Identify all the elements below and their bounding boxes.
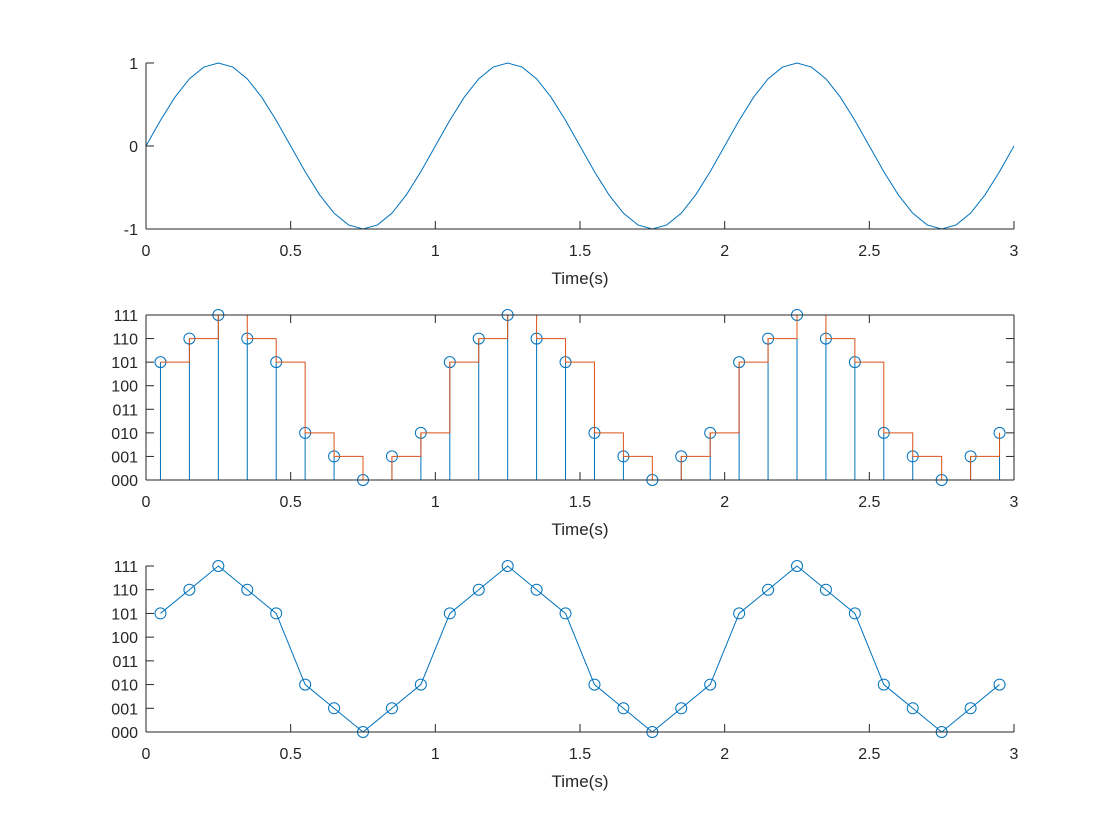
x-tick-label: 1.5 [569,746,591,763]
y-tick-label: 111 [114,308,138,325]
x-tick-label: 1 [431,243,440,260]
x-tick-label: 1 [431,746,440,763]
data-point [385,702,398,715]
x-axis-label: Time(s) [552,772,609,791]
y-tick-label: 000 [111,725,138,742]
stairs-line [160,314,1001,481]
chart-panel-2: 0 0.5 1 1.5 2 2.5 3 000 001 010 011 100 101 110 111 Tim… [111,308,1018,539]
x-tick-label: 2 [720,746,729,763]
y-tick-label: 010 [111,678,138,695]
data-point [617,702,630,715]
y-tick-label: 1 [129,56,138,73]
x-tick-label: 3 [1010,494,1019,511]
x-tick-label: 1.5 [569,243,591,260]
data-point [183,583,196,596]
data-point [791,560,803,572]
x-tick-label: 0.5 [280,494,302,511]
data-point [588,678,601,691]
series-1-line-markers [154,560,1006,738]
x-tick-label: 3 [1010,746,1019,763]
data-point [559,607,572,620]
y-tick-label: 110 [112,332,138,349]
x-tick-label: 0.5 [280,746,302,763]
y-tick-label: 101 [111,355,138,372]
x-tick-label: 2.5 [858,243,880,260]
data-point [704,678,717,691]
x-tick-label: 2 [720,494,729,511]
y-tick-label: 110 [112,583,138,600]
y-tick-label: 101 [111,606,138,623]
y-tick-label: 010 [111,426,138,443]
y-tick-label: 000 [111,473,138,490]
series-line [145,62,1015,230]
data-point [414,678,427,691]
series-1-line [145,62,1015,230]
data-point [819,583,832,596]
x-tick-label: 1 [431,494,440,511]
x-tick-label: 3 [1010,243,1019,260]
x-tick-label: 0 [142,746,151,763]
y-tick-label: 0 [129,139,138,156]
y-tick-label: 100 [111,379,138,396]
series-1-stem [154,309,1006,486]
data-point [906,702,919,715]
data-point [241,583,254,596]
y-tick-label: 001 [111,701,138,718]
data-point [993,678,1006,691]
series-2-stairs [160,314,1001,481]
y-tick-label: 111 [114,559,138,576]
x-axis-label: Time(s) [552,520,609,539]
series-line [160,565,1000,733]
x-tick-label: 2.5 [858,494,880,511]
y-tick-label: 011 [112,654,138,671]
data-point [154,607,167,620]
data-point [472,583,485,596]
x-tick-label: 1.5 [569,494,591,511]
data-point [964,702,977,715]
data-point [530,583,543,596]
y-tick-label: 100 [111,630,138,647]
data-point [762,583,775,596]
x-tick-label: 0 [142,243,151,260]
data-point [328,702,341,715]
data-point [877,678,890,691]
y-tick-label: 001 [111,449,138,466]
x-tick-label: 0 [142,494,151,511]
data-point [443,607,456,620]
data-point [299,678,312,691]
data-point [501,560,514,572]
y-tick-label: 011 [112,402,138,419]
chart-panel-3: 0 0.5 1 1.5 2 2.5 3 000 001 010 011 100 101 110 111 Tim… [111,559,1018,791]
data-point [270,607,283,620]
x-tick-label: 2.5 [858,746,880,763]
x-axis-label: Time(s) [552,269,609,288]
data-point [675,702,688,715]
data-point [212,560,225,572]
data-point [848,607,861,620]
data-point [733,607,746,620]
y-tick-label: -1 [124,222,138,239]
x-tick-label: 2 [720,243,729,260]
x-tick-label: 0.5 [280,243,302,260]
